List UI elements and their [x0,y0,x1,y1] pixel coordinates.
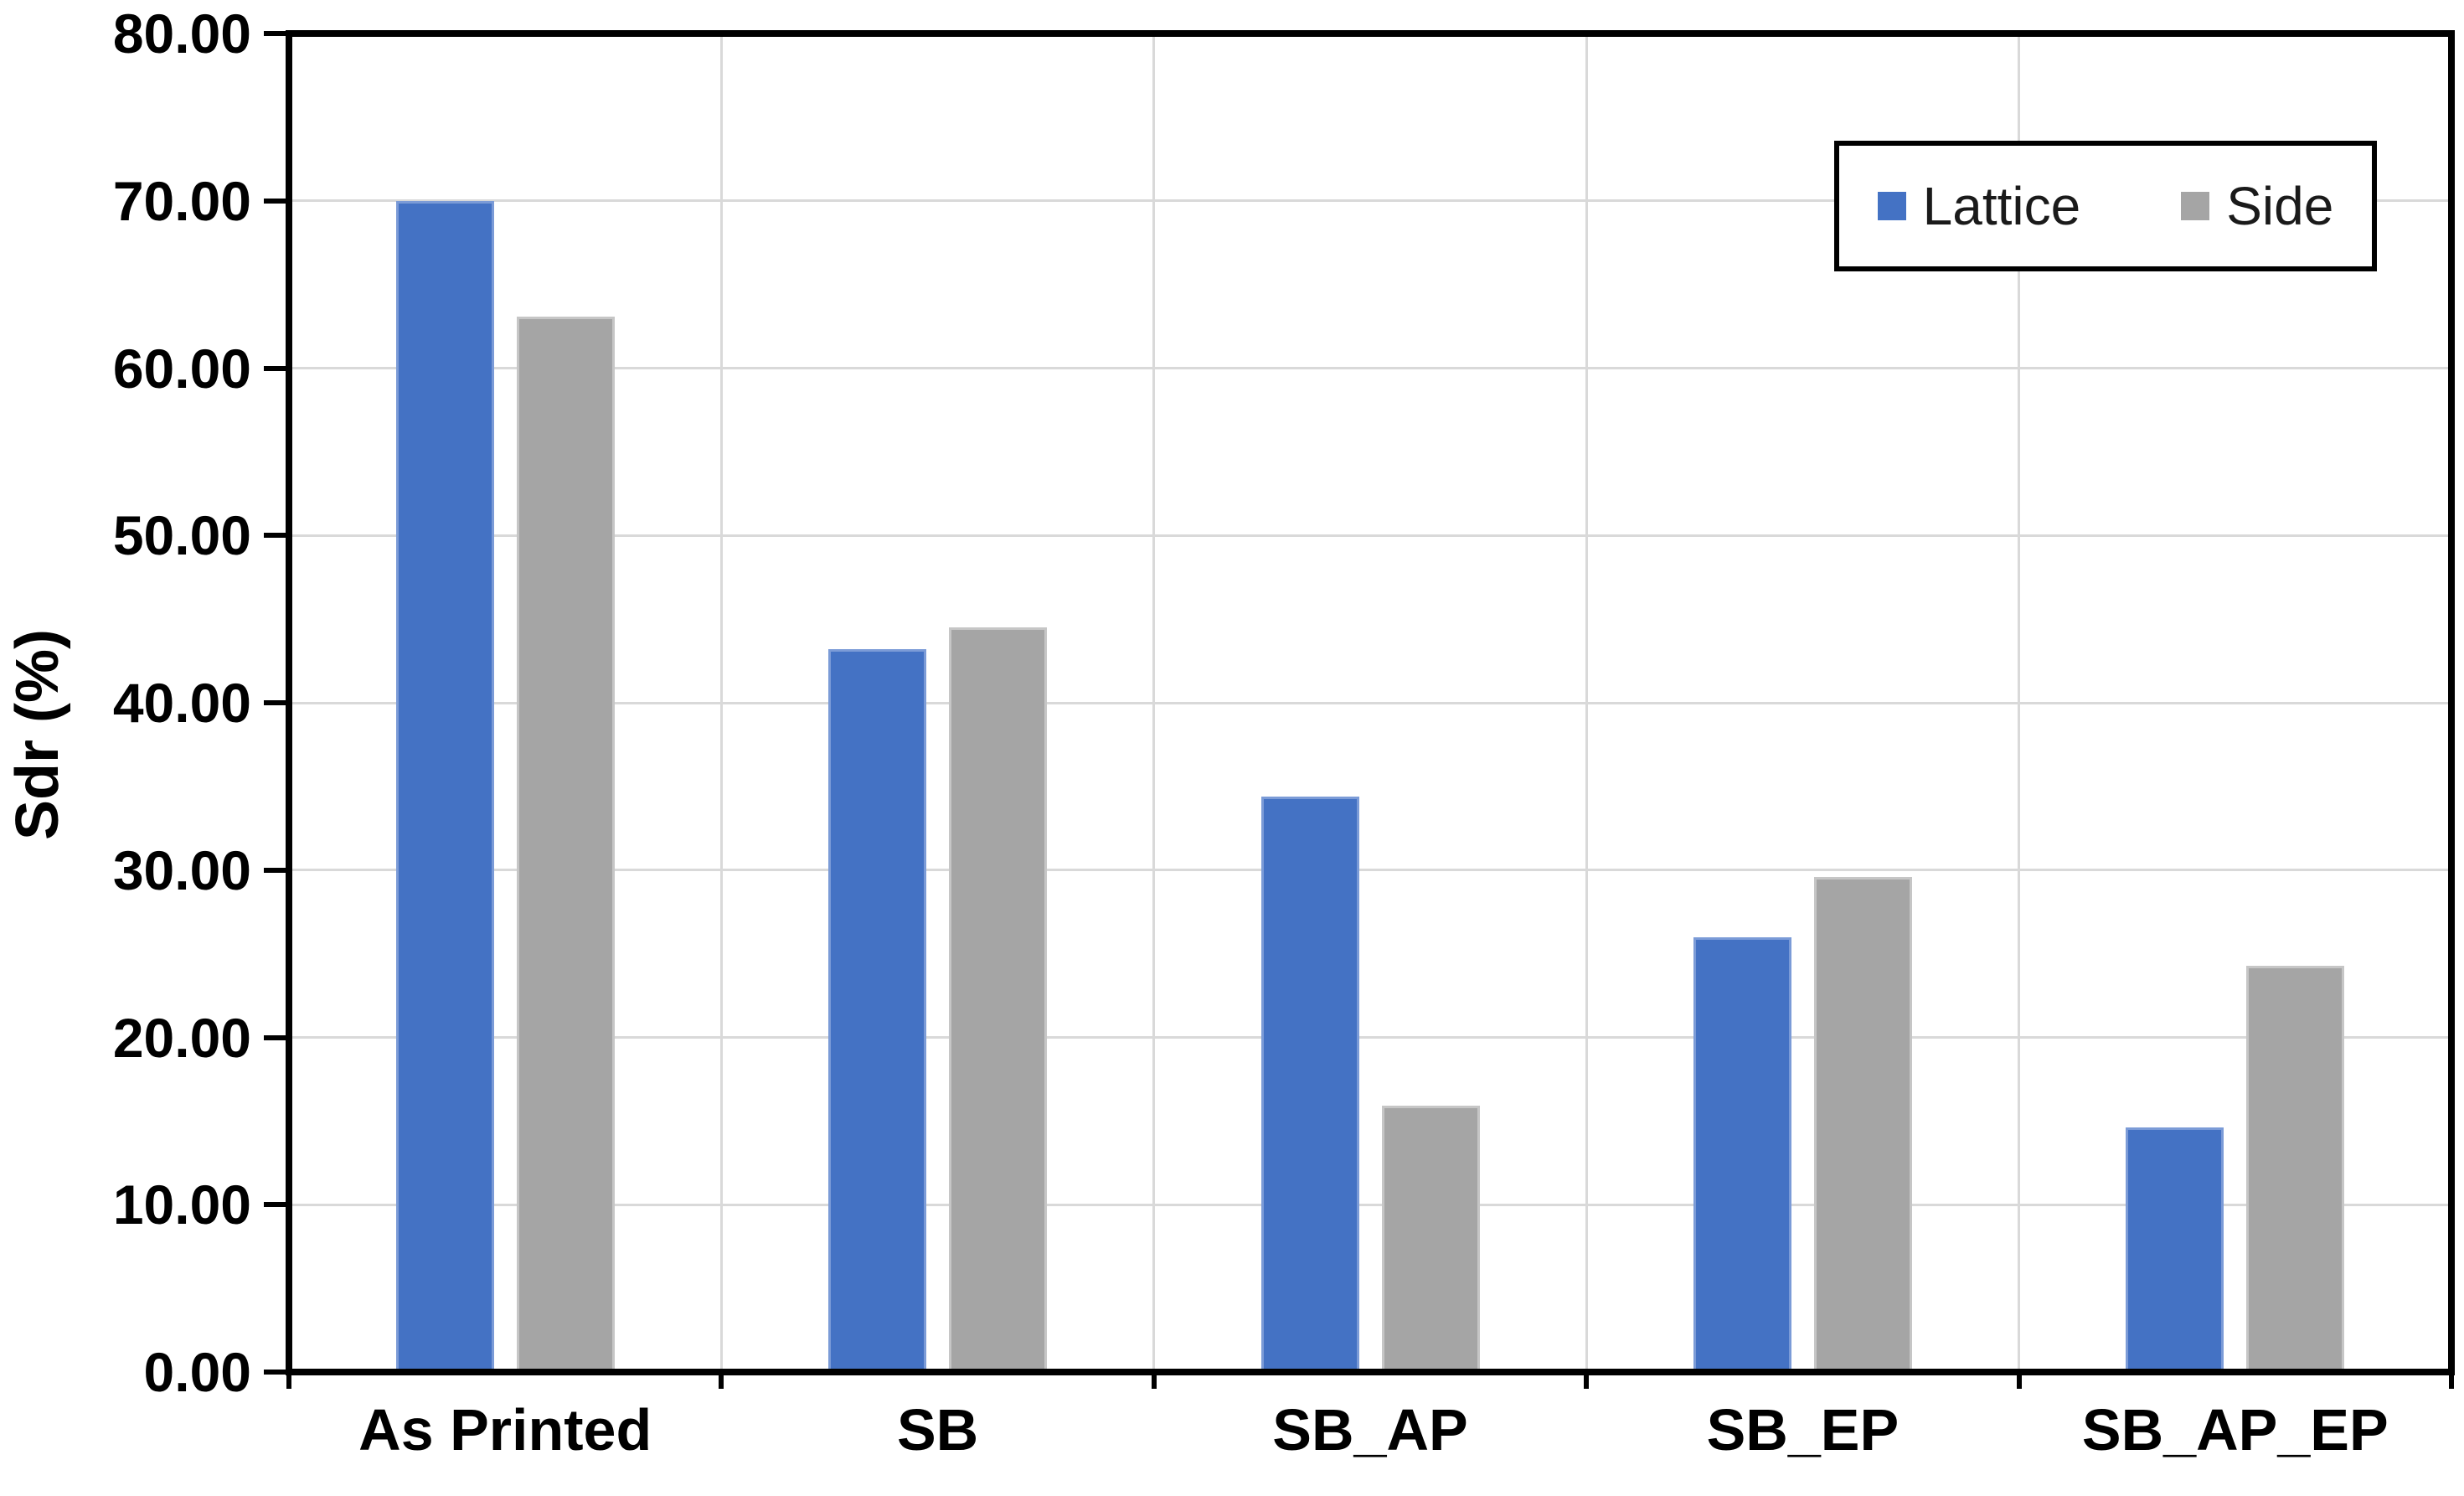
legend-label-lattice: Lattice [1922,176,2081,236]
plot-area: Lattice Side [286,30,2455,1375]
x-tick-mark-3 [1584,1369,1590,1389]
y-tick-label-10: 10.00 [112,1174,251,1236]
gridline-y-40 [289,701,2451,704]
y-tick-mark-70 [264,198,286,204]
x-category-label-as-printed: As Printed [358,1397,652,1462]
legend-label-side: Side [2226,176,2334,236]
y-tick-label-40: 40.00 [112,672,251,734]
y-tick-mark-80 [264,31,286,36]
y-tick-label-80: 80.00 [112,3,251,64]
bar-side-as-printed [516,316,615,1372]
bar-side-sb [949,627,1048,1372]
x-tick-mark-0 [286,1369,291,1389]
y-tick-mark-10 [264,1202,286,1208]
gridline-y-30 [289,869,2451,872]
gridline-y-60 [289,367,2451,369]
y-tick-mark-40 [264,700,286,705]
y-tick-label-70: 70.00 [112,169,251,232]
gridline-y-70 [289,199,2451,203]
x-category-label-sb-ap: SB_AP [1272,1397,1468,1462]
bar-side-sb-ep [1813,876,1912,1372]
x-tick-mark-2 [1151,1369,1157,1389]
gridline-x-boundary-2 [1152,34,1156,1372]
x-tick-mark-4 [2016,1369,2022,1389]
y-tick-mark-0 [264,1370,286,1375]
legend-swatch-side [2181,192,2210,220]
y-tick-label-20: 20.00 [112,1006,251,1069]
x-category-label-sb-ep: SB_EP [1706,1397,1900,1462]
bar-side-sb-ap [1381,1106,1480,1372]
bar-lattice-sb-ap-ep [2126,1127,2224,1372]
y-tick-mark-50 [264,533,286,539]
legend-item-lattice: Lattice [1877,176,2081,236]
legend-item-side: Side [2181,179,2333,233]
bar-lattice-sb-ap [1260,796,1359,1372]
y-tick-mark-20 [264,1034,286,1040]
x-tick-mark-1 [719,1369,724,1389]
gridline-y-20 [289,1036,2451,1039]
x-tick-mark-5 [2449,1369,2454,1389]
gridline-x-boundary-1 [719,34,723,1372]
y-tick-label-0: 0.00 [143,1341,251,1403]
y-tick-mark-30 [264,867,286,873]
bar-lattice-sb-ep [1693,936,1791,1372]
gridline-y-10 [289,1203,2451,1206]
gridline-y-50 [289,534,2451,537]
y-tick-label-30: 30.00 [112,838,251,901]
bar-lattice-as-printed [395,200,494,1372]
x-category-label-sb-ap-ep: SB_AP_EP [2081,1397,2389,1462]
gridline-x-boundary-3 [1585,34,1588,1372]
gridline-x-boundary-4 [2018,34,2021,1372]
bar-side-sb-ap-ep [2246,965,2345,1372]
bar-lattice-sb [828,649,927,1372]
x-category-label-sb: SB [896,1397,979,1462]
legend-swatch-lattice [1877,192,1906,220]
y-tick-label-60: 60.00 [112,337,251,400]
y-tick-mark-60 [264,365,286,371]
y-tick-label-50: 50.00 [112,504,251,567]
legend: Lattice Side [1834,141,2377,271]
